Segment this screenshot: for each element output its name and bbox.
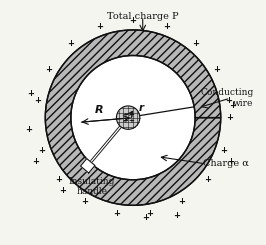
Text: +: + [204,175,211,184]
Text: +: + [130,16,136,25]
Text: +: + [178,197,185,206]
Text: +: + [128,118,134,123]
Text: +: + [122,112,128,118]
Text: +: + [59,186,66,195]
Circle shape [117,106,140,129]
Text: R: R [95,105,103,115]
Text: +: + [67,39,74,48]
Text: +: + [45,65,52,74]
Text: Total charge Ρ: Total charge Ρ [107,12,178,21]
Text: +: + [163,22,170,31]
Text: +: + [214,65,221,74]
Text: +: + [192,39,199,48]
Text: Charge α: Charge α [203,159,248,168]
Text: +: + [221,146,228,155]
Text: +: + [173,210,180,220]
Polygon shape [81,159,95,173]
Text: +: + [122,118,128,123]
Text: +: + [227,157,234,166]
Text: Conducting
wire: Conducting wire [200,88,253,108]
Text: +: + [81,197,88,206]
Text: +: + [128,112,134,118]
Text: r: r [139,103,144,113]
Text: +: + [25,125,32,134]
Text: +: + [146,208,153,218]
Text: +: + [142,213,149,222]
Text: +: + [225,96,232,105]
Text: +: + [113,208,120,218]
Text: +: + [34,96,41,105]
Circle shape [71,56,195,180]
Text: +: + [96,22,103,31]
Polygon shape [45,30,221,205]
Text: +: + [55,175,62,184]
Text: +: + [27,89,34,98]
Text: +: + [226,113,234,122]
Text: Insulating
handle: Insulating handle [69,177,115,196]
Text: +: + [38,146,45,155]
Text: +: + [32,157,39,166]
Text: +: + [229,101,236,110]
